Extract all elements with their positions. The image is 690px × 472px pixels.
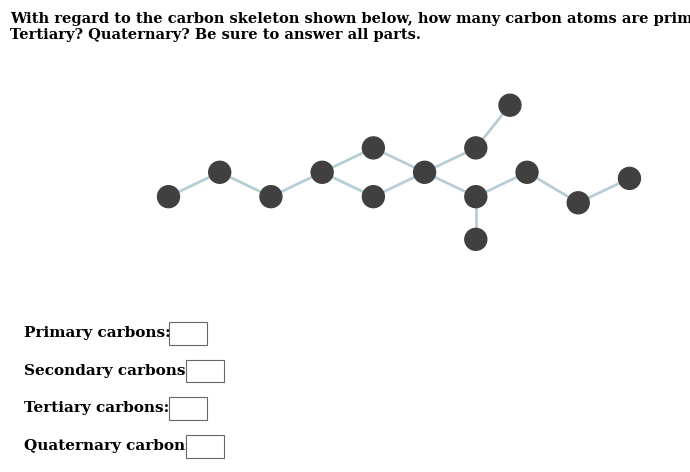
- Text: Quaternary carbons:: Quaternary carbons:: [24, 439, 199, 453]
- Circle shape: [499, 94, 521, 116]
- Text: With regard to the carbon skeleton shown below, how many carbon atoms are primar: With regard to the carbon skeleton shown…: [10, 12, 690, 26]
- Circle shape: [362, 185, 384, 208]
- Text: Tertiary carbons:: Tertiary carbons:: [24, 401, 170, 415]
- FancyBboxPatch shape: [169, 397, 207, 420]
- Text: Primary carbons:: Primary carbons:: [24, 326, 171, 340]
- Circle shape: [516, 161, 538, 183]
- Circle shape: [209, 161, 230, 183]
- Circle shape: [465, 137, 486, 159]
- Text: Tertiary? Quaternary? Be sure to answer all parts.: Tertiary? Quaternary? Be sure to answer …: [10, 28, 421, 42]
- Circle shape: [465, 228, 486, 250]
- FancyBboxPatch shape: [169, 322, 207, 345]
- Circle shape: [413, 161, 435, 183]
- Circle shape: [465, 185, 486, 208]
- Circle shape: [618, 168, 640, 189]
- FancyBboxPatch shape: [186, 360, 224, 382]
- FancyBboxPatch shape: [186, 435, 224, 458]
- Circle shape: [311, 161, 333, 183]
- Circle shape: [567, 192, 589, 214]
- Text: Secondary carbons:: Secondary carbons:: [24, 363, 191, 378]
- Circle shape: [260, 185, 282, 208]
- Circle shape: [157, 185, 179, 208]
- Circle shape: [362, 137, 384, 159]
